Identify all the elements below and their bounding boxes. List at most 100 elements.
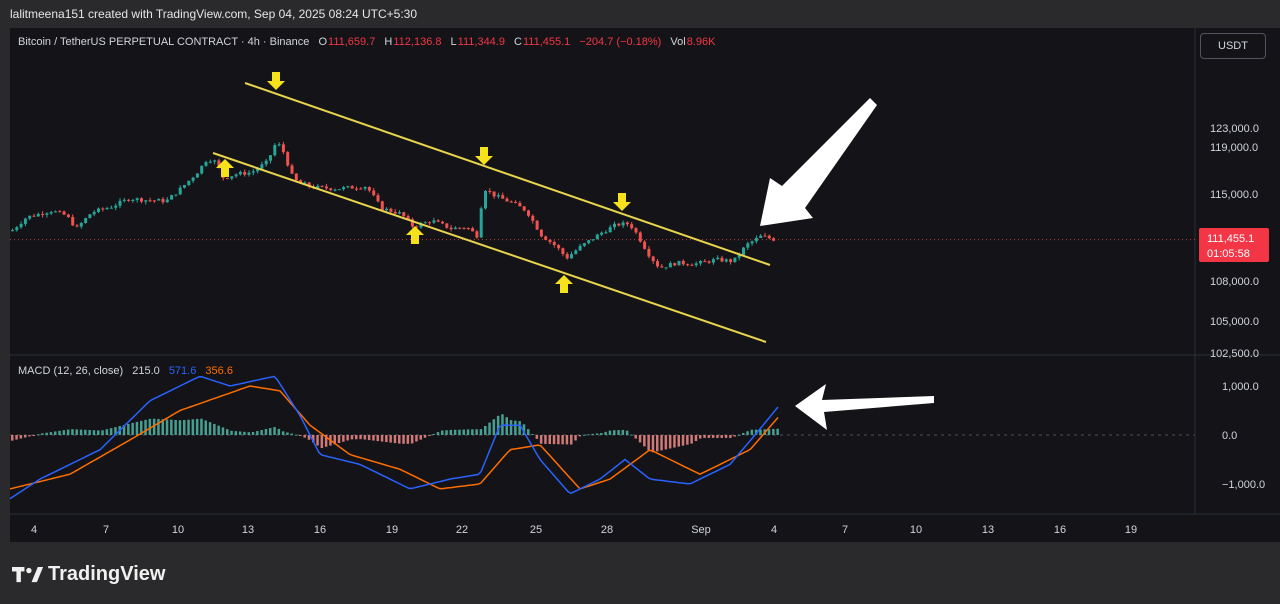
candle xyxy=(329,188,333,191)
macd-histogram-value: 215.0 xyxy=(132,365,160,377)
macd-histogram-bar xyxy=(200,418,203,435)
macd-histogram-bar xyxy=(574,435,577,441)
macd-histogram-bar xyxy=(92,430,96,435)
macd-histogram-bar xyxy=(148,418,152,435)
macd-histogram-bar xyxy=(729,435,732,438)
chart-canvas[interactable]: 123,000.0 119,000.0 115,000.0 108,000.0 105,… xyxy=(10,28,1280,542)
macd-histogram-bar xyxy=(630,434,633,436)
candle xyxy=(651,256,655,262)
candle xyxy=(307,182,311,187)
candle xyxy=(299,180,303,183)
candle xyxy=(217,160,221,168)
candle xyxy=(15,227,19,231)
channel-upper-line xyxy=(244,82,771,266)
macd-histogram-bar xyxy=(346,435,349,441)
macd-signal-line xyxy=(10,385,779,490)
macd-histogram-bar xyxy=(707,435,711,438)
macd-histogram-bar xyxy=(638,435,642,443)
tradingview-logo-icon xyxy=(12,567,44,583)
candle xyxy=(625,222,629,225)
candle xyxy=(531,215,535,221)
macd-histogram-bar xyxy=(101,430,104,435)
candle xyxy=(518,202,522,207)
price-tick-label: 123,000.0 xyxy=(1210,123,1259,135)
macd-histogram-bar xyxy=(45,432,48,435)
candle xyxy=(372,190,376,196)
macd-histogram-bar xyxy=(303,435,306,438)
macd-histogram-bar xyxy=(570,435,573,445)
candle xyxy=(316,185,320,189)
up-arrow-marker-icon xyxy=(406,226,424,244)
price-tick-label: 108,000.0 xyxy=(1210,276,1259,288)
down-arrow-marker-icon xyxy=(613,193,631,211)
candle xyxy=(617,223,621,226)
macd-line xyxy=(10,375,779,500)
candle xyxy=(226,178,229,180)
candle xyxy=(621,222,625,226)
macd-histogram-bar xyxy=(213,423,216,435)
candle xyxy=(643,241,647,249)
macd-title[interactable]: MACD (12, 26, close) xyxy=(18,365,124,377)
price-tick-label: 119,000.0 xyxy=(1210,142,1258,154)
candle xyxy=(660,266,664,268)
candle xyxy=(36,213,40,217)
macd-histogram-bar xyxy=(109,428,113,435)
macd-histogram-bar xyxy=(320,435,324,449)
symbol-title[interactable]: Bitcoin / TetherUS PERPETUAL CONTRACT · … xyxy=(18,36,310,48)
candle xyxy=(699,261,702,264)
macd-histogram-bar xyxy=(273,427,276,435)
macd-histogram-bar xyxy=(281,431,285,435)
candle xyxy=(101,208,105,210)
time-tick-label: 16 xyxy=(1054,524,1066,536)
white-arrow-macd-icon xyxy=(795,384,934,430)
candle xyxy=(522,206,526,211)
candle xyxy=(342,187,346,190)
candle xyxy=(75,225,79,227)
macd-histogram-bar xyxy=(131,422,134,435)
candle xyxy=(565,254,569,259)
high-value: 112,136.8 xyxy=(393,36,442,48)
macd-histogram-bar xyxy=(204,420,207,435)
macd-histogram-bar xyxy=(656,435,659,452)
candle xyxy=(441,221,444,224)
candle xyxy=(140,198,143,202)
macd-histogram-bar xyxy=(557,435,560,445)
macd-histogram-bar xyxy=(591,433,594,435)
candle xyxy=(251,171,255,173)
macd-histogram-bar xyxy=(595,433,599,435)
candle xyxy=(656,261,659,267)
macd-histogram-bar xyxy=(471,429,474,435)
macd-histogram-bar xyxy=(600,433,603,435)
candle xyxy=(746,243,750,248)
candle xyxy=(157,198,161,201)
candle xyxy=(264,160,268,165)
macd-histogram-bar xyxy=(79,429,83,435)
macd-histogram-bar xyxy=(54,431,57,435)
candle xyxy=(582,243,586,246)
macd-histogram-bar xyxy=(174,419,177,435)
candle xyxy=(544,236,548,240)
macd-tick-label: 0.0 xyxy=(1222,430,1237,442)
candle xyxy=(238,171,242,175)
currency-button[interactable]: USDT xyxy=(1200,33,1266,59)
candle xyxy=(152,200,156,202)
candle xyxy=(436,220,440,222)
time-tick-label: 4 xyxy=(31,524,37,536)
candle xyxy=(453,227,457,230)
macd-histogram-bar xyxy=(221,427,225,435)
macd-histogram-bar xyxy=(445,430,448,435)
candle xyxy=(290,165,294,174)
macd-histogram-bar xyxy=(402,435,405,444)
candle xyxy=(346,186,350,188)
macd-histogram-bar xyxy=(660,435,663,451)
chart-panel[interactable]: 123,000.0 119,000.0 115,000.0 108,000.0 105,… xyxy=(10,28,1280,542)
macd-histogram-bar xyxy=(686,435,689,445)
candle xyxy=(234,174,238,177)
macd-histogram-bar xyxy=(720,435,723,438)
candle xyxy=(402,212,406,217)
macd-histogram-bar xyxy=(587,434,590,436)
macd-histogram-bar xyxy=(716,435,719,438)
candle xyxy=(423,222,427,224)
candle xyxy=(109,207,113,209)
candle xyxy=(23,218,27,224)
